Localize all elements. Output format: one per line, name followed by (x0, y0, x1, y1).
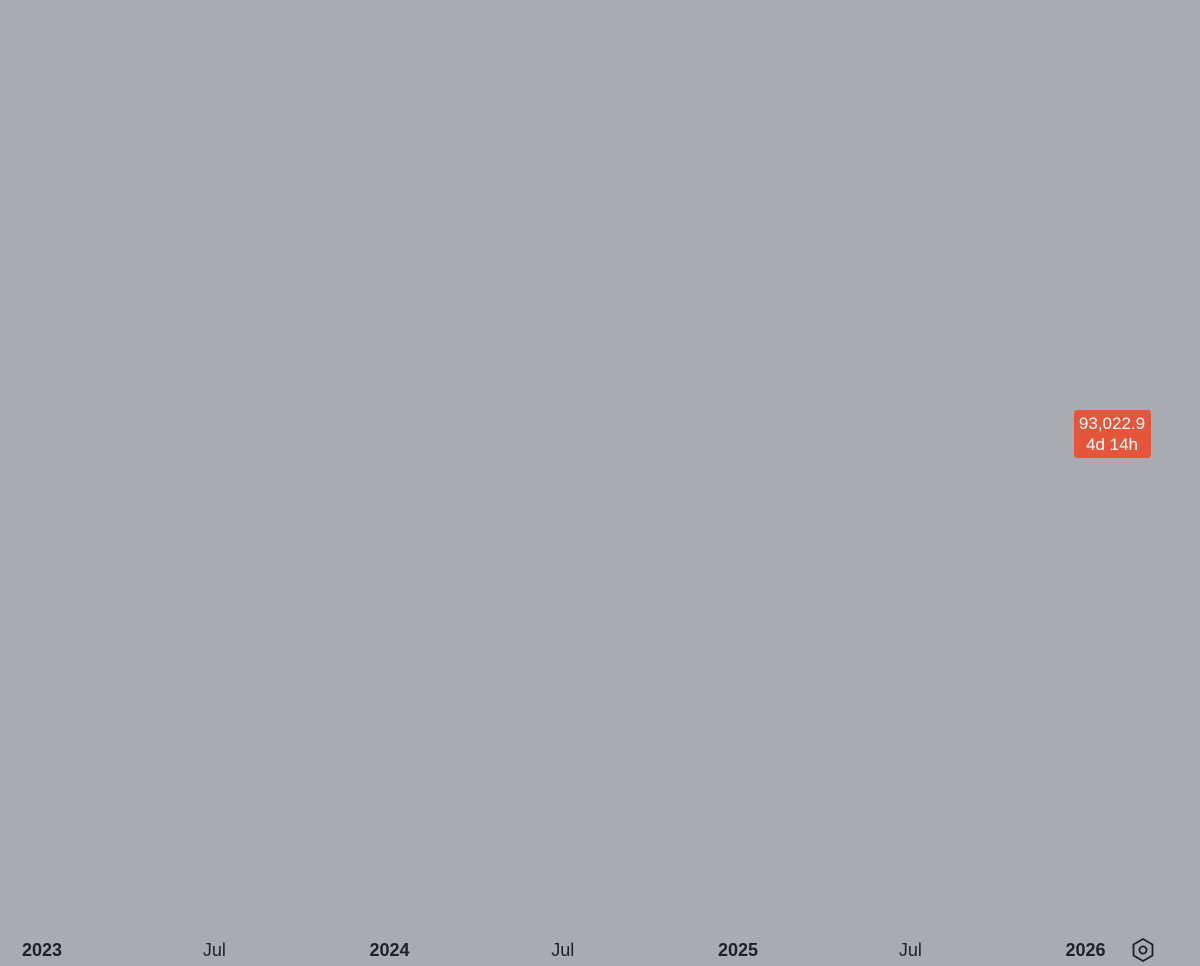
x-axis-tick-label: Jul (899, 940, 922, 960)
x-axis-tick-label: 2023 (22, 940, 62, 960)
x-axis-tick-label: 2024 (370, 940, 410, 960)
last-price-value: 93,022.9 (1079, 414, 1145, 433)
hexagon-settings-icon (1132, 937, 1154, 963)
x-axis-tick-label: 2025 (718, 940, 758, 960)
last-price-tag (1074, 410, 1151, 458)
x-axis-tick-label: Jul (203, 940, 226, 960)
bar-countdown: 4d 14h (1086, 435, 1138, 454)
x-axis-tick-label: 2026 (1066, 940, 1106, 960)
x-axis-tick-label: Jul (551, 940, 574, 960)
settings-button[interactable] (1128, 937, 1158, 963)
